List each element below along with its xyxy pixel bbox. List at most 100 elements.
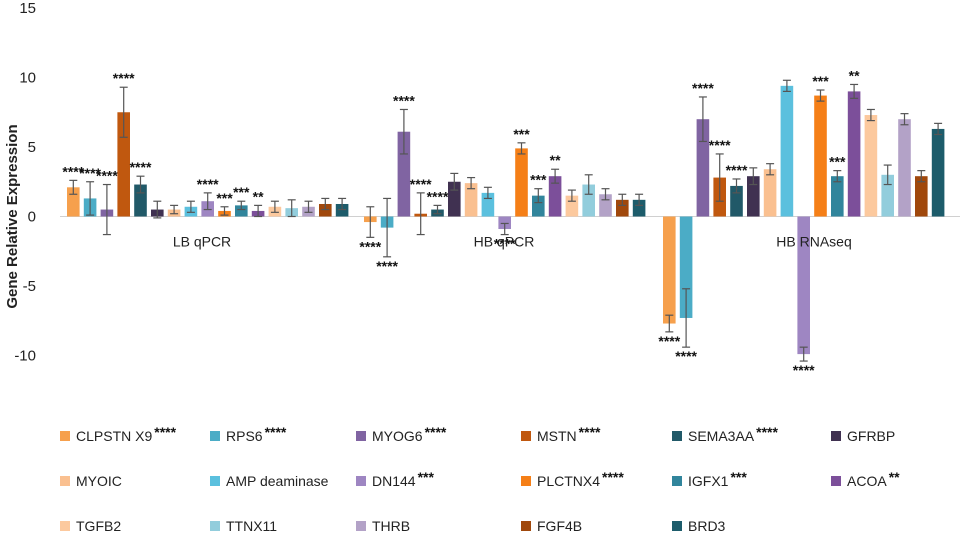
group-labels: LB qPCR HB qPCR HB RNAseq	[173, 234, 852, 250]
legend-label: RPS6	[226, 428, 263, 444]
legend-swatch	[356, 476, 366, 486]
legend-label: FGF4B	[537, 518, 583, 534]
significance-label: ****	[197, 176, 219, 192]
bar-fgf4b-3	[915, 176, 928, 217]
significance-label: ****	[793, 362, 815, 378]
legend-item: FGF4B	[521, 515, 582, 537]
bar-myog6-3	[696, 119, 710, 217]
legend-swatch	[60, 476, 70, 486]
y-tick-label: -5	[23, 278, 36, 295]
legend-swatch	[521, 521, 531, 531]
group-label: HB RNAseq	[776, 234, 851, 250]
significance-label: ****	[359, 238, 381, 254]
legend-item: CLPSTN X9 ****	[60, 424, 177, 447]
y-tick-label: 15	[19, 0, 36, 17]
legend-item: TGFB2	[60, 515, 121, 537]
bar-mstn-1	[117, 112, 130, 217]
legend-swatch	[210, 431, 220, 441]
legend-significance: ***	[417, 469, 434, 485]
bar-clpstn-x9-3	[663, 216, 676, 324]
legend-item: ACOA **	[831, 469, 900, 492]
legend-swatch	[521, 431, 531, 441]
legend-significance: ***	[730, 469, 747, 485]
significance-label: ***	[216, 190, 233, 206]
legend-label: SEMA3AA	[688, 428, 755, 444]
legend-label: CLPSTN X9	[76, 428, 153, 444]
legend-swatch	[210, 476, 220, 486]
bar-acoa-3	[847, 91, 861, 217]
significance-label: ****	[658, 333, 680, 349]
y-tick-label: 0	[28, 209, 36, 226]
legend-label: GFRBP	[847, 428, 896, 444]
bar-rps6-3	[679, 216, 693, 318]
legend-item: THRB	[356, 515, 410, 537]
legend-swatch	[831, 476, 841, 486]
significance-label: **	[550, 152, 561, 168]
bar-igfx1-1	[235, 205, 248, 217]
legend-swatch	[60, 431, 70, 441]
significance-label: ***	[829, 154, 846, 170]
bar-brd3-3	[931, 128, 945, 217]
y-tick-label: 10	[19, 70, 36, 87]
legend-item: IGFX1 ***	[672, 469, 747, 492]
significance-label: ***	[812, 73, 829, 89]
legend-item: RPS6 ****	[210, 424, 286, 447]
legend-significance: ****	[578, 424, 601, 440]
legend-swatch	[521, 476, 531, 486]
bar-tgfb2-3	[864, 115, 878, 217]
significance-label: ****	[726, 162, 748, 178]
significance-label: ****	[130, 159, 152, 175]
significance-label: ***	[530, 172, 547, 188]
significance-label: ****	[427, 188, 449, 204]
bar-gfrbp-3	[747, 176, 760, 217]
legend-significance: ****	[602, 469, 624, 485]
bar-sema3aa-3	[730, 185, 743, 217]
bar-ttnx11-3	[881, 174, 894, 217]
bar-plctnx4-2	[515, 148, 528, 217]
legend-item: MYOG6 ****	[356, 424, 446, 447]
legend-label: TTNX11	[226, 518, 278, 534]
group-label: HB qPCR	[474, 234, 535, 250]
legend-significance: ****	[154, 424, 177, 440]
legend-swatch	[356, 521, 366, 531]
legend-item: TTNX11	[210, 515, 277, 537]
legend-label: ACOA	[847, 473, 887, 489]
bar-thrb-3	[898, 119, 911, 217]
bar-brd3-2	[632, 199, 646, 217]
significance-label: ***	[513, 126, 530, 142]
bar-dn144-2	[498, 216, 511, 230]
significance-label: ****	[113, 70, 135, 86]
significance-label: ****	[410, 176, 432, 192]
bar-brd3-1	[335, 203, 349, 217]
bar-myoic-2	[464, 183, 478, 217]
legend-swatch	[60, 521, 70, 531]
y-tick-label: 5	[28, 139, 36, 156]
legend-swatch	[672, 431, 682, 441]
bar-myog6-2	[397, 131, 411, 217]
significance-label: ****	[709, 137, 731, 153]
y-tick-label: -15	[14, 417, 36, 420]
significance-label: ****	[692, 80, 714, 96]
legend-label: IGFX1	[688, 473, 729, 489]
legend-swatch	[210, 521, 220, 531]
legend-item: SEMA3AA ****	[672, 424, 778, 447]
significance-label: ****	[393, 92, 415, 108]
bar-ttnx11-2	[582, 184, 595, 217]
y-axis-label: Gene Relative Expression	[4, 124, 21, 308]
legend-item: GFRBP	[831, 425, 895, 447]
significance-label: **	[849, 67, 860, 83]
significance-label: ****	[376, 258, 398, 274]
y-tick-label: -10	[14, 348, 36, 365]
legend-swatch	[672, 476, 682, 486]
legend-item: DN144 ***	[356, 469, 434, 492]
legend-significance: ****	[756, 424, 778, 440]
legend-item: MYOIC	[60, 470, 122, 492]
legend-label: DN144	[372, 473, 416, 489]
legend-significance: **	[888, 469, 900, 485]
legend-label: AMP deaminase	[226, 473, 329, 489]
bars-layer: ****************************************…	[62, 67, 945, 378]
significance-label: ****	[96, 168, 118, 184]
legend-swatch	[356, 431, 366, 441]
bar-myoic-3	[763, 169, 777, 217]
